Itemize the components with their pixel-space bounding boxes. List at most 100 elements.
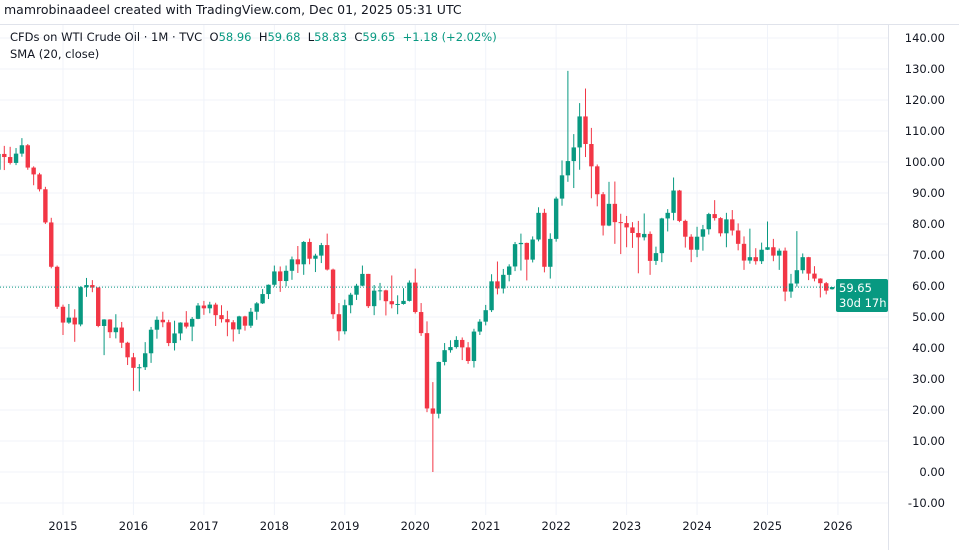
candle <box>524 242 529 281</box>
symbol-name[interactable]: CFDs on WTI Crude Oil · 1M · TVC <box>10 30 203 44</box>
candle-body <box>647 233 653 261</box>
candle-body <box>694 236 700 250</box>
y-tick-label: 60.00 <box>912 279 945 293</box>
candle-body <box>424 333 430 409</box>
candle-body <box>735 230 741 244</box>
candle-body <box>571 147 576 162</box>
candle <box>747 228 753 264</box>
candle <box>7 146 13 165</box>
candle-body <box>741 243 747 261</box>
candle <box>442 343 447 366</box>
candle <box>272 265 277 287</box>
candle-body <box>90 285 95 288</box>
candle <box>800 253 805 274</box>
candle-body <box>307 241 312 259</box>
candle-body <box>31 167 36 175</box>
candle <box>589 127 594 199</box>
candle-body <box>377 290 383 292</box>
time-axis: 2015 2016 2017 2018 2019 2020 2021 2022 2023 2024… <box>48 519 852 533</box>
candle-body <box>706 214 711 230</box>
candle <box>624 215 629 248</box>
candle-body <box>231 322 236 330</box>
y-tick-label: 90.00 <box>912 186 945 200</box>
candle-body <box>577 116 582 148</box>
y-tick-label: -10.00 <box>908 496 945 510</box>
candle <box>430 382 436 472</box>
candle-body <box>565 161 571 176</box>
candle <box>448 340 453 353</box>
candle <box>307 238 312 265</box>
candle-body <box>413 282 418 313</box>
candle-body <box>2 153 7 158</box>
candle <box>512 241 518 272</box>
candle-body <box>524 242 529 260</box>
candle <box>688 234 694 263</box>
candle-body <box>436 361 441 414</box>
bar-countdown: 30d 17h <box>839 296 887 310</box>
indicator-sma[interactable]: SMA (20, close) <box>10 47 100 61</box>
candle <box>636 220 641 274</box>
candle <box>189 317 195 342</box>
candle-body <box>665 212 670 219</box>
candle <box>260 289 265 304</box>
candle <box>254 302 259 320</box>
candle <box>553 196 559 242</box>
candle <box>166 319 171 347</box>
candle <box>377 282 383 301</box>
candle-body <box>72 317 77 325</box>
candle-body <box>718 218 723 234</box>
x-tick-label: 2025 <box>753 519 782 533</box>
candle <box>677 189 682 223</box>
candle <box>107 319 113 339</box>
candle-body <box>7 157 13 163</box>
candle <box>518 233 524 271</box>
candle <box>354 283 359 300</box>
candle-body <box>506 266 512 275</box>
candle <box>659 217 665 263</box>
candle <box>665 209 670 232</box>
candle-body <box>542 212 547 267</box>
candle-body <box>324 245 330 270</box>
candle-body <box>753 257 758 262</box>
candle <box>195 303 201 320</box>
candle-body <box>348 294 353 306</box>
low-value: 58.83 <box>314 30 348 44</box>
candle <box>342 299 347 335</box>
candle <box>424 321 430 413</box>
price-axis: 140.00 130.00 120.00 110.00 100.00 90.00 80.00… <box>905 31 945 510</box>
candle <box>207 301 212 314</box>
candle <box>806 256 811 281</box>
candle <box>231 320 236 342</box>
candle-body <box>730 219 735 231</box>
candle-body <box>360 273 365 286</box>
candle <box>495 261 500 295</box>
candle-body <box>653 253 659 261</box>
candle <box>407 280 412 302</box>
y-tick-label: 100.00 <box>905 155 945 169</box>
candle-body <box>66 317 72 323</box>
candle-body <box>213 304 218 316</box>
candle-body <box>19 145 25 154</box>
low-label: L <box>307 30 315 44</box>
open-label: O <box>209 30 219 44</box>
candle <box>436 361 441 419</box>
y-tick-label: 10.00 <box>912 434 945 448</box>
candle <box>219 305 224 323</box>
candle-body <box>342 305 347 332</box>
candle <box>60 304 66 335</box>
candle <box>753 248 758 265</box>
candle <box>37 172 42 192</box>
candle-body <box>37 174 42 190</box>
y-tick-label: 40.00 <box>912 341 945 355</box>
x-tick-label: 2026 <box>823 519 852 533</box>
candle-body <box>589 144 594 167</box>
candle-body <box>330 269 336 315</box>
candle-body <box>0 153 1 170</box>
candle-body <box>248 311 254 326</box>
candle <box>148 326 154 363</box>
candle <box>418 303 424 336</box>
candle <box>125 341 130 366</box>
candle <box>31 166 36 186</box>
candle <box>489 274 494 313</box>
